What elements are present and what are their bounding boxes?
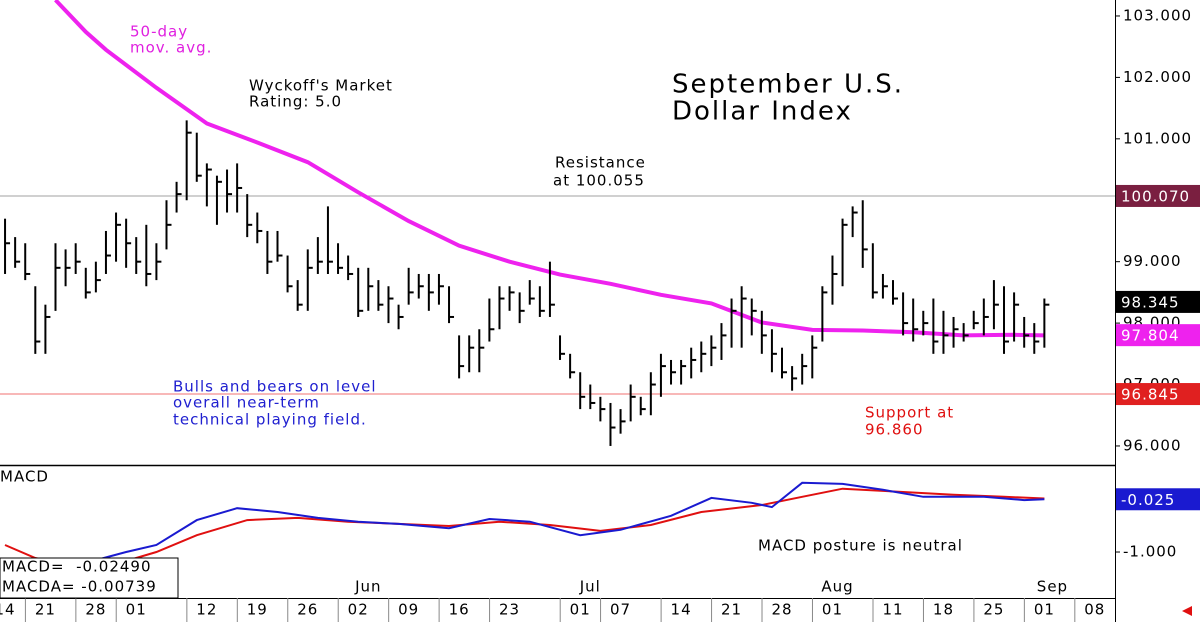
annotation: Support at <box>865 404 954 422</box>
y-tick-label: 99.000 <box>1123 252 1182 270</box>
annotation: 50-day <box>130 23 188 41</box>
price-tag-label: 96.845 <box>1121 386 1180 404</box>
x-tick-label: 01 <box>1034 601 1055 619</box>
x-tick-label: 23 <box>499 601 520 619</box>
price-tag <box>1116 324 1200 347</box>
price-tag-label: 98.345 <box>1121 293 1180 311</box>
x-tick-label: 02 <box>348 601 369 619</box>
y-tick-label: 102.000 <box>1123 68 1192 86</box>
annotation: Resistance <box>555 154 646 172</box>
price-panel <box>0 0 1115 446</box>
x-tick-label: 11 <box>882 601 903 619</box>
y-tick-label: 101.000 <box>1123 129 1192 147</box>
annotation: technical playing field. <box>173 411 367 429</box>
x-tick-label: 09 <box>398 601 419 619</box>
x-tick-label: 28 <box>85 601 106 619</box>
x-tick-label: 26 <box>297 601 318 619</box>
x-tick-label: 01 <box>126 601 147 619</box>
panel-label: MACD <box>0 468 49 486</box>
price-tag-label: 100.070 <box>1121 187 1190 205</box>
readout-box <box>0 557 179 599</box>
annotation: overall near-term <box>173 394 320 412</box>
month-label: Aug <box>821 578 853 596</box>
x-tick-label: 19 <box>247 601 268 619</box>
annotation: Rating: 5.0 <box>249 93 342 111</box>
price-tag <box>1116 488 1200 511</box>
x-tick-label: 01 <box>822 601 843 619</box>
annotation: mov. avg. <box>130 39 212 57</box>
x-tick-label: 21 <box>721 601 742 619</box>
annotation: at 100.055 <box>553 172 645 190</box>
x-tick-label: 08 <box>1084 601 1105 619</box>
macd-panel <box>4 481 1045 571</box>
annotation: Bulls and bears on level <box>173 378 377 396</box>
chart-title: Dollar Index <box>672 97 853 127</box>
series-line <box>95 481 1045 562</box>
x-tick-label: 25 <box>983 601 1004 619</box>
month-label: Jun <box>354 578 381 596</box>
chart-title: September U.S. <box>672 70 904 100</box>
price-tag-label: -0.025 <box>1121 491 1175 509</box>
price-tag <box>1116 290 1200 313</box>
price-tag <box>1116 383 1200 406</box>
x-tick-label: 01 <box>570 601 591 619</box>
y-tick-label: -1.000 <box>1123 543 1177 561</box>
x-tick-label: 16 <box>449 601 470 619</box>
annotation: MACD posture is neutral <box>758 537 963 555</box>
readout: MACDA= -0.00739 <box>2 578 157 596</box>
annotation: 96.860 <box>865 421 924 439</box>
readout: MACD= -0.02490 <box>2 558 152 576</box>
x-tick-label: 14 <box>671 601 692 619</box>
y-tick-label: 96.000 <box>1123 436 1182 454</box>
annotation: Wyckoff's Market <box>249 77 393 95</box>
scroll-arrow[interactable] <box>1182 606 1192 616</box>
x-tick-label: 14 <box>0 601 16 619</box>
price-tag-label: 97.804 <box>1121 327 1180 345</box>
x-tick-label: 12 <box>196 601 217 619</box>
month-label: Jul <box>579 578 601 596</box>
series-line <box>4 487 1045 571</box>
annotations: September U.S. Dollar Index 50-day mov. … <box>0 6 1200 619</box>
x-tick-label: 21 <box>35 601 56 619</box>
y-tick-label: 103.000 <box>1123 6 1192 24</box>
x-tick-label: 18 <box>933 601 954 619</box>
x-tick-label: 07 <box>610 601 631 619</box>
series-line <box>54 0 1045 338</box>
month-label: Sep <box>1037 578 1068 596</box>
price-tag <box>1116 184 1200 207</box>
x-tick-label: 28 <box>771 601 792 619</box>
